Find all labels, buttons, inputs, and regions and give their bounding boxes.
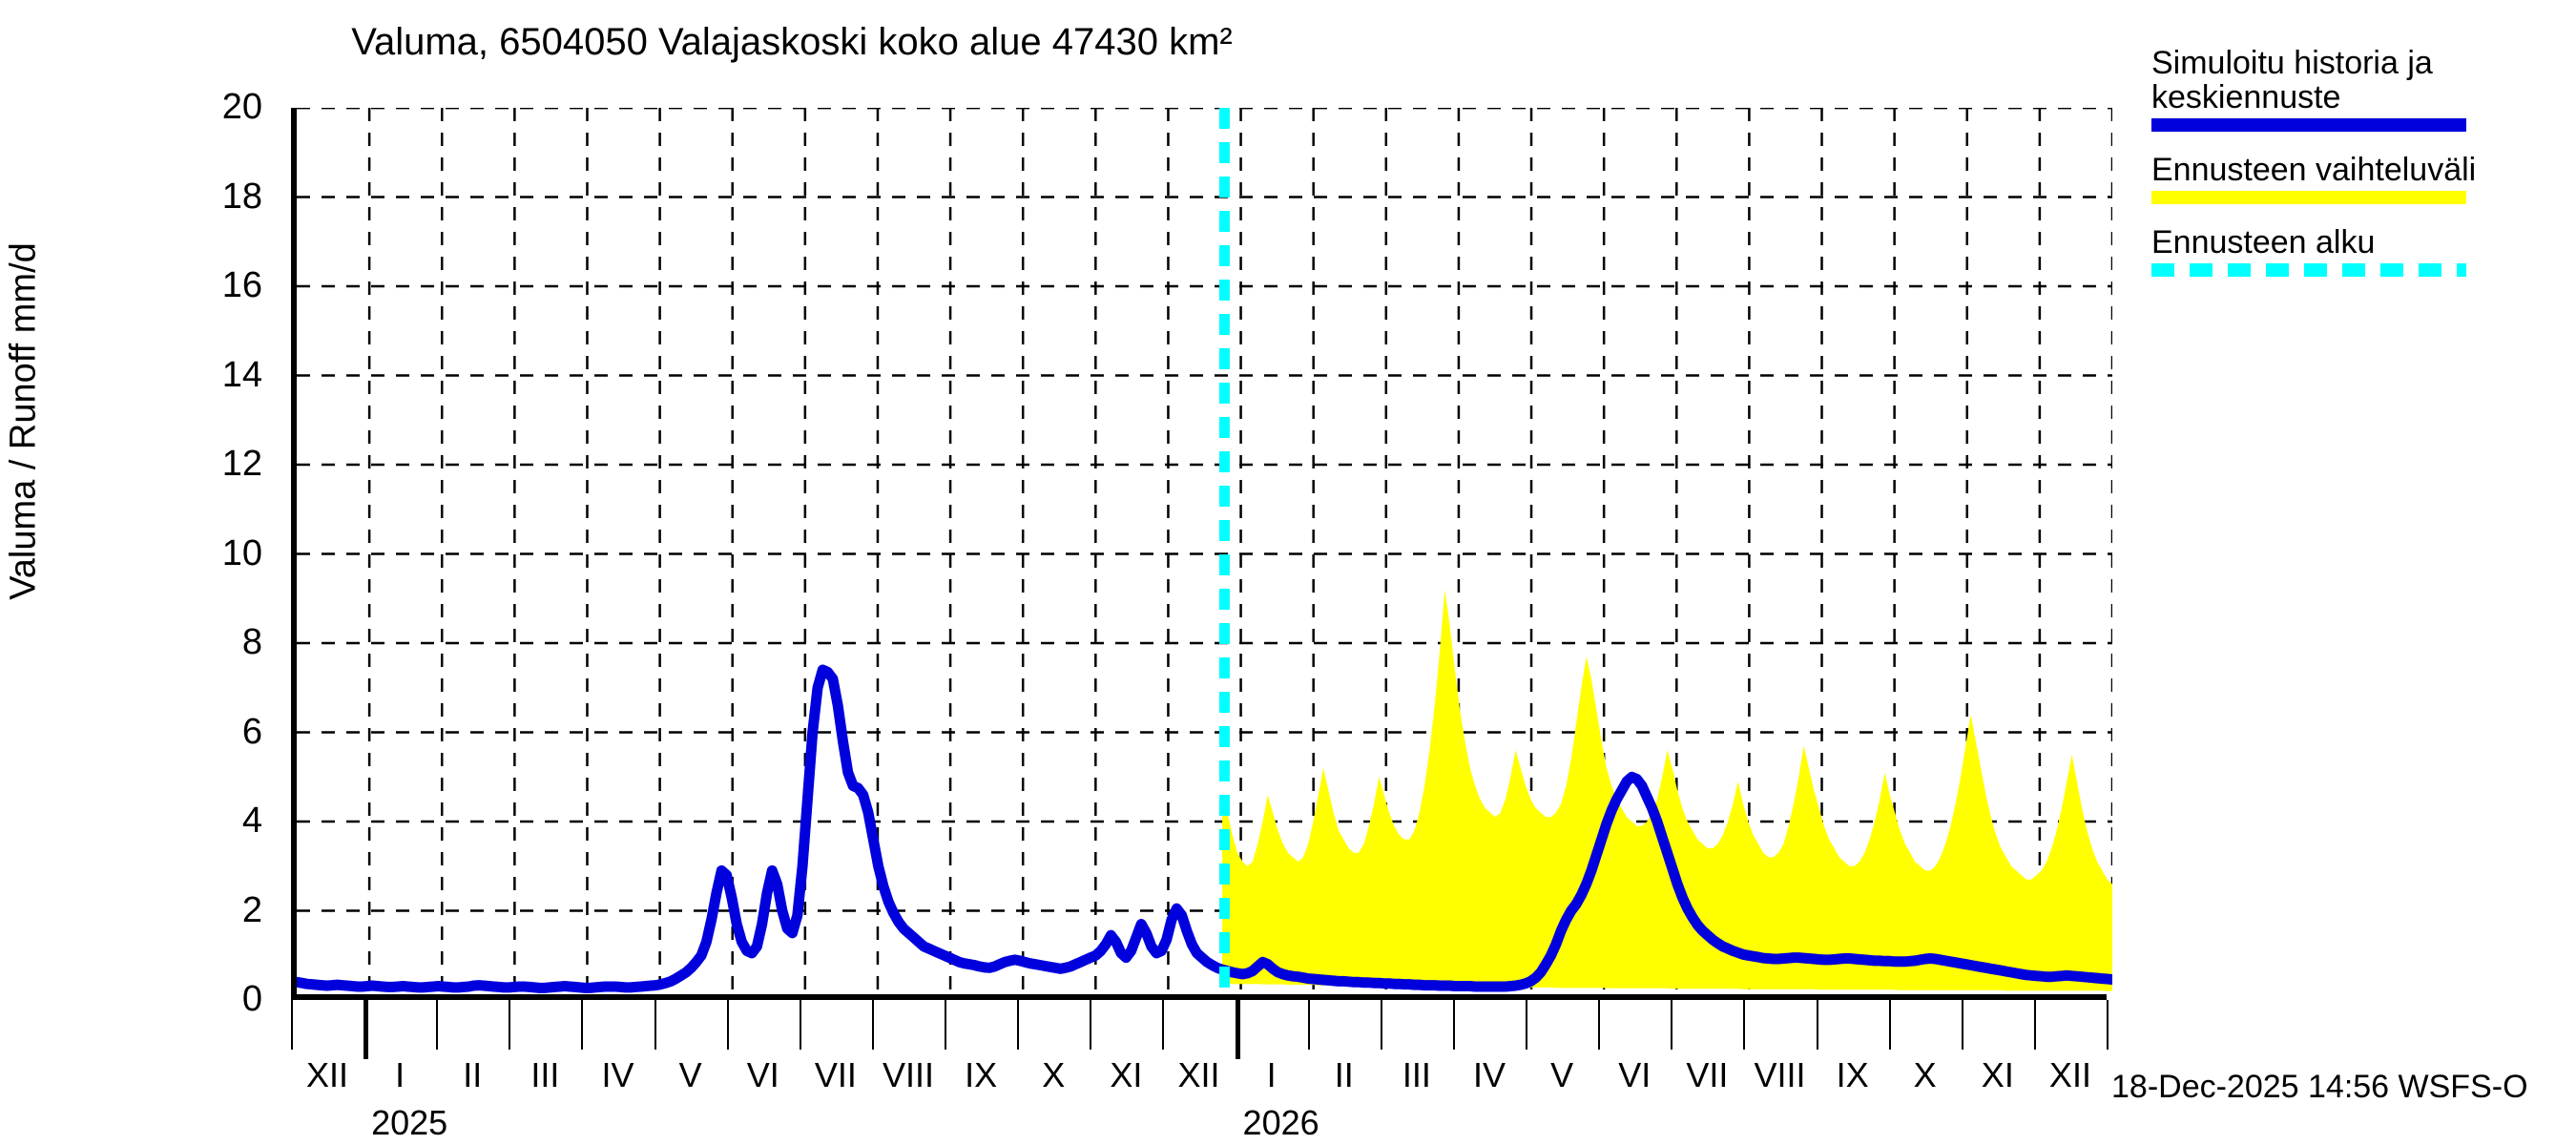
legend-label-1: Simuloitu historia ja keskiennuste [2151,45,2433,116]
x-axis-tick [2033,1000,2036,1050]
x-axis-tick [1307,1000,1310,1050]
x-axis-tick [509,1000,511,1050]
x-axis-tick [1235,1000,1240,1059]
y-axis-title: Valuma / Runoff mm/d [3,242,44,600]
x-axis-tick [1598,1000,1601,1050]
x-axis-month-12: XI [1110,1055,1143,1094]
x-axis-month-10: IX [965,1055,998,1094]
y-axis-tick-2: 2 [241,889,262,930]
chart-legend: Simuloitu historia ja keskiennuste Ennust… [2151,46,2571,298]
y-axis-tick-10: 10 [221,532,262,573]
x-axis-tick [1162,1000,1165,1050]
x-axis-month-19: VI [1618,1055,1652,1094]
y-axis-tick-16: 16 [221,265,262,305]
x-axis-tick [2107,1000,2109,1050]
gridlines [297,108,2112,1000]
timestamp-stamp: 18-Dec-2025 14:56 WSFS-O [2111,1069,2528,1105]
y-axis-tick-4: 4 [241,801,262,841]
x-axis-month-15: II [1334,1055,1354,1094]
x-axis-tick [291,1000,293,1050]
x-axis-month-5: IV [601,1055,634,1094]
x-axis-tick [1017,1000,1020,1050]
x-axis-tick [1671,1000,1673,1050]
y-axis-tick-12: 12 [221,444,262,484]
x-axis-month-6: V [678,1055,702,1094]
x-axis-month-1: XII [306,1055,349,1094]
x-axis-month-7: VI [746,1055,779,1094]
x-axis-year-2026: 2026 [1242,1103,1319,1142]
x-axis-month-9: VIII [883,1055,935,1094]
x-axis-month-23: X [1913,1055,1937,1094]
x-axis-tick [436,1000,439,1050]
x-axis-tick [364,1000,369,1059]
x-axis-tick [654,1000,656,1050]
x-axis-month-14: I [1266,1055,1277,1094]
x-axis-tick [945,1000,947,1050]
simulated-history-and-mean-forecast-line [297,664,2112,993]
x-axis-month-13: XII [1177,1055,1220,1094]
x-axis-month-20: VII [1686,1055,1729,1094]
x-axis-month-11: X [1042,1055,1066,1094]
x-axis-tick [1380,1000,1382,1050]
y-axis-tick-8: 8 [241,622,262,662]
x-axis-month-22: IX [1836,1055,1869,1094]
x-axis-month-16: III [1402,1055,1431,1094]
x-axis-tick [1452,1000,1455,1050]
y-axis-tick-14: 14 [221,354,262,395]
x-axis-month-2: I [395,1055,405,1094]
y-axis-tick-20: 20 [221,87,262,127]
x-axis-tick [726,1000,729,1050]
y-axis-tick-6: 6 [241,711,262,752]
chart-canvas [297,108,2112,1000]
forecast-range-band [1222,589,2112,991]
chart-title: Valuma, 6504050 Valajaskoski koko alue 4… [351,21,1233,63]
legend-swatch-cyan [2151,263,2466,278]
x-axis-tick [1526,1000,1528,1050]
x-axis-tick [799,1000,801,1050]
x-axis-year-2025: 2025 [371,1103,448,1142]
x-axis-month-3: II [463,1055,483,1094]
x-axis-month-24: XI [1981,1055,2014,1094]
y-axis-tick-18: 18 [221,176,262,217]
x-axis-tick [1816,1000,1818,1050]
legend-label-2: Ennusteen vaihteluväli [2151,152,2477,189]
x-axis-month-17: IV [1472,1055,1506,1094]
x-axis-tick [1090,1000,1092,1050]
x-axis-tick [581,1000,584,1050]
x-axis-tick [871,1000,874,1050]
plot-area [291,108,2112,1000]
x-axis-tick [1888,1000,1891,1050]
x-axis-month-8: VII [814,1055,857,1094]
x-axis-month-25: XII [2048,1055,2091,1094]
x-axis-month-18: V [1550,1055,1574,1094]
x-axis-month-4: III [530,1055,560,1094]
x-axis: XII I II III IV V VI VII VIII IX X XI XII I II III IV V VI… [291,1000,2109,1143]
legend-swatch-blue [2151,118,2466,133]
x-axis-tick [1743,1000,1746,1050]
legend-swatch-yellow [2151,191,2466,205]
x-axis-tick [1961,1000,1963,1050]
x-axis-month-21: VIII [1754,1055,1806,1094]
y-axis-tick-0: 0 [241,979,262,1019]
legend-label-3: Ennusteen alku [2151,224,2376,261]
